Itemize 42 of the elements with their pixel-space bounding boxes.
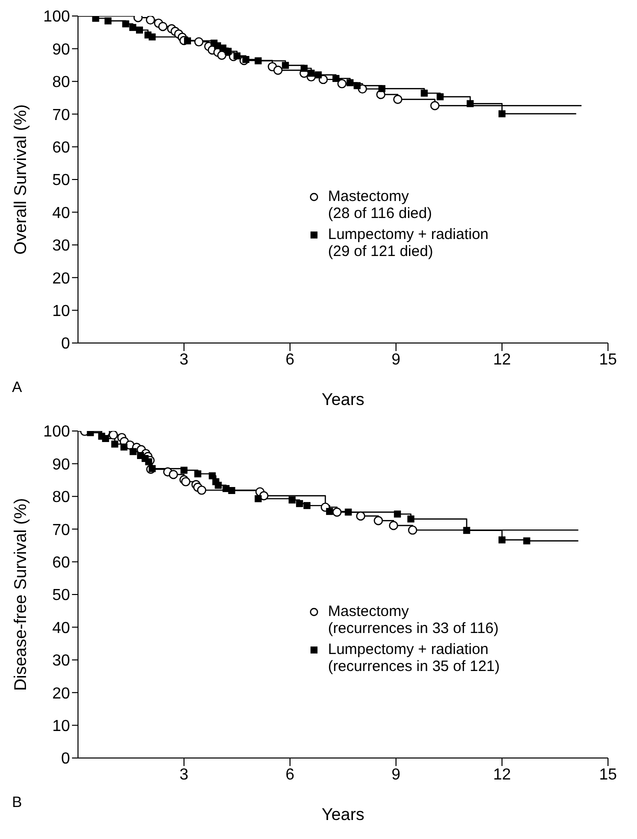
y-tick-label: 60 — [52, 139, 70, 156]
y-tick-label: 90 — [52, 456, 70, 474]
x-axis-title: Years — [322, 805, 364, 824]
legend-label: Lumpectomy + radiation (recurrences in 35 of 121) — [328, 641, 500, 675]
x-tick-label: 6 — [286, 766, 295, 784]
x-tick-label: 12 — [493, 766, 511, 784]
y-tick-label: 0 — [61, 750, 70, 768]
y-tick-label: 40 — [52, 204, 70, 222]
text: B — [12, 794, 22, 811]
y-tick-label: 20 — [52, 685, 70, 702]
y-tick-label: 10 — [52, 302, 70, 320]
y-tick-label: 40 — [52, 620, 70, 637]
legend-label: Mastectomy (28 of 116 died) — [328, 188, 432, 222]
y-tick-label: 30 — [52, 238, 70, 255]
y-axis-title: Overall Survival (%) — [11, 104, 30, 255]
y-tick-label: 70 — [52, 522, 70, 539]
x-tick-label: 15 — [599, 351, 617, 368]
y-tick-label: 100 — [43, 8, 70, 26]
text: A — [12, 379, 22, 396]
x-tick-label: 9 — [392, 351, 401, 368]
x-tick-label: 3 — [180, 766, 189, 784]
x-tick-label: 3 — [180, 351, 189, 368]
x-axis-title: Years — [322, 390, 364, 409]
y-tick-label: 90 — [52, 41, 70, 58]
y-tick-label: 30 — [52, 652, 70, 670]
y-tick-label: 50 — [52, 587, 70, 604]
y-axis-title: Disease-free Survival (%) — [11, 498, 30, 691]
x-tick-label: 12 — [493, 351, 511, 368]
y-tick-label: 80 — [52, 74, 70, 92]
y-tick-label: 80 — [52, 489, 70, 506]
legend-label: Lumpectomy + radiation (29 of 121 died) — [328, 226, 489, 260]
y-tick-label: 10 — [52, 718, 70, 735]
y-tick-label: 20 — [52, 270, 70, 288]
y-tick-label: 70 — [52, 106, 70, 124]
y-tick-label: 100 — [43, 424, 70, 441]
y-tick-label: 50 — [52, 172, 70, 190]
x-tick-label: 9 — [392, 766, 401, 784]
y-tick-label: 60 — [52, 554, 70, 572]
legend-label: Mastectomy (recurrences in 33 of 116) — [328, 603, 499, 637]
y-tick-label: 0 — [61, 336, 70, 353]
x-tick-label: 6 — [286, 351, 295, 368]
x-tick-label: 15 — [599, 766, 617, 784]
